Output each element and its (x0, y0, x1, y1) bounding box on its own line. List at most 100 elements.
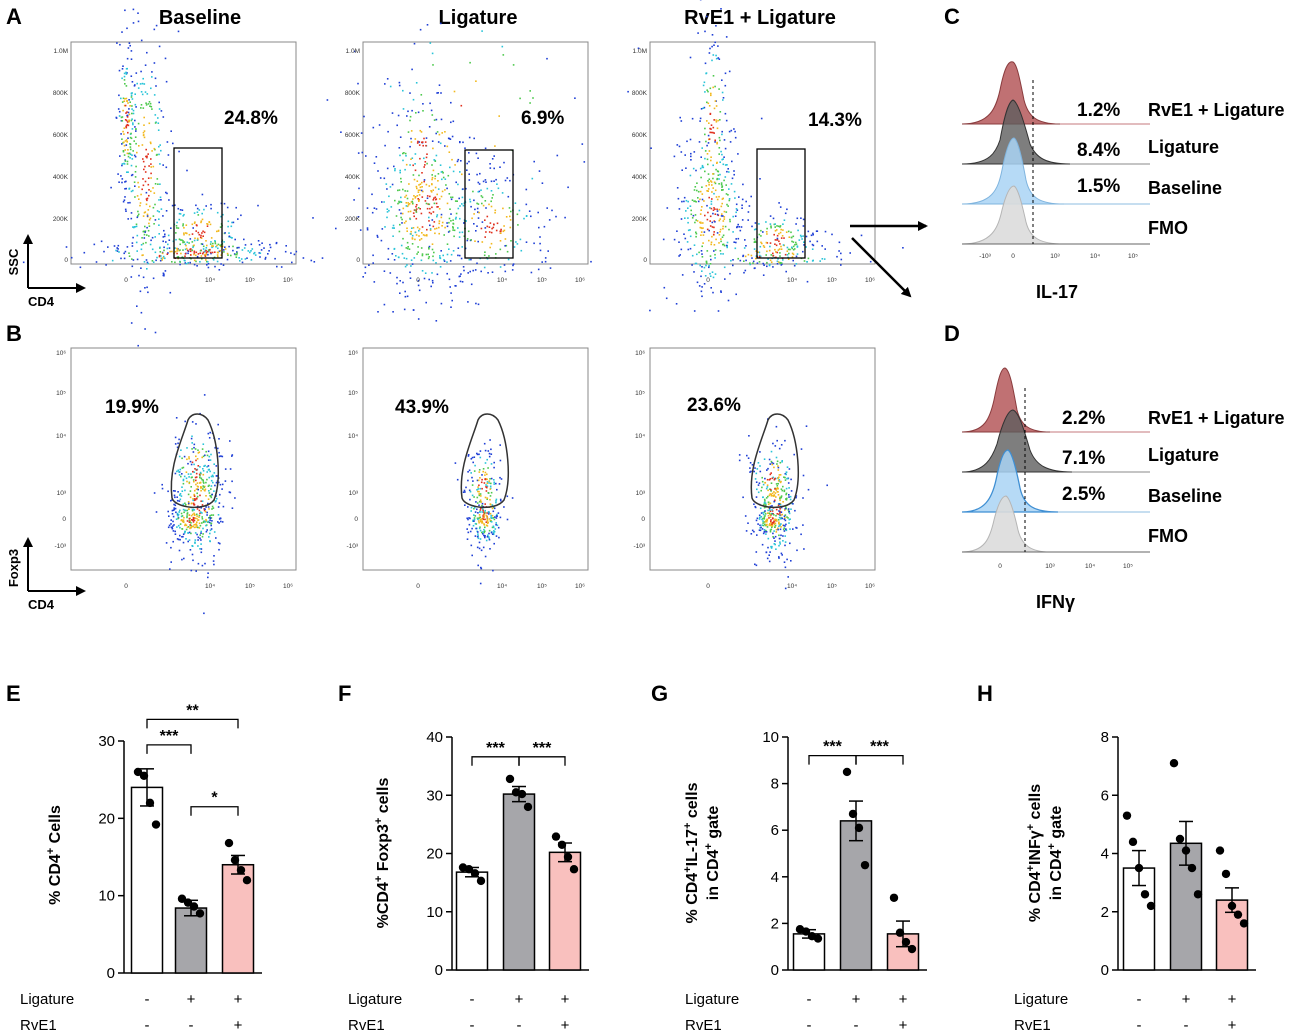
axis-label-ifng: IFNγ (1036, 592, 1075, 612)
data-point-E-1 (177, 894, 187, 903)
hist-d-ligature (961, 409, 1073, 473)
tick-a3-y-4: 200K (632, 216, 648, 223)
tick-ax1-1: 10⁴ (205, 277, 215, 284)
f-r2-c2: + (561, 1017, 570, 1034)
data-point-F-2 (557, 840, 567, 849)
tick-b2-y-4: 0 (354, 516, 358, 523)
ylabel-h: % CD4+INFγ+ cells in CD4+ gate (1025, 784, 1065, 922)
axis-label-cd4-b: CD4 (28, 597, 55, 612)
tick-a3-y-5: 0 (643, 257, 647, 264)
flow-plot-b-rve1 (649, 347, 876, 590)
sig-bracket-F-1 (518, 756, 566, 766)
data-point-H-2 (1221, 869, 1231, 879)
flow-density-b-ligature (454, 439, 514, 585)
tick-bx3-0: 0 (706, 583, 710, 590)
gate-b-rve1 (750, 413, 799, 509)
tick-a2-y-3: 400K (345, 174, 361, 181)
axis-label-foxp3: Foxp3 (6, 549, 21, 587)
g-r2-c2: + (899, 1017, 908, 1034)
tick-b3-y-0: 10⁶ (635, 350, 645, 357)
flow-plot-a-ligature (312, 22, 640, 322)
panel-label-d: D (944, 321, 960, 346)
data-point-E-0 (139, 771, 149, 780)
data-point-G-1 (842, 767, 852, 777)
pct-c-baseline: 1.5% (1077, 176, 1120, 197)
data-point-E-2 (236, 865, 246, 875)
tick-d-3: 10⁵ (1123, 563, 1133, 570)
axis-arrows-b (23, 537, 86, 596)
data-point-H-0 (1122, 811, 1132, 820)
tick-a-y-5: 0 (64, 257, 68, 264)
ylabel-e: % CD4+ Cells (45, 805, 64, 905)
e-r1-c0: - (145, 991, 150, 1008)
axis-label-il17: IL-17 (1036, 282, 1078, 302)
pct-d-ligature: 7.1% (1062, 448, 1105, 469)
h-r2-c2: + (1228, 1017, 1237, 1034)
data-point-H-1 (1193, 890, 1203, 899)
data-point-G-2 (889, 893, 899, 902)
bar-chart-f: 0 10 20 30 40 *** *** (426, 729, 589, 979)
data-point-E-1 (195, 909, 205, 918)
tick-ax3-3: 10⁶ (865, 277, 875, 284)
tick-b1-y-4: 0 (62, 516, 66, 523)
panel-label-c: C (944, 4, 960, 29)
ytick-label-F: 40 (426, 729, 443, 746)
tick-d-2: 10⁴ (1085, 563, 1095, 570)
hist-d-baseline (961, 449, 1059, 513)
pct-b-ligature: 43.9% (395, 397, 449, 418)
bar-F-1 (502, 793, 536, 971)
tick-b2-y-2: 10⁴ (348, 433, 358, 440)
treatment-table-h: Ligature RvE1 - + + - - + (1014, 991, 1237, 1034)
gate-b-ligature (460, 413, 509, 509)
gate-a-ligature (464, 149, 514, 259)
ytick-label-H: 0 (1101, 962, 1109, 979)
g-r1-c2: + (899, 991, 908, 1008)
data-point-H-2 (1233, 910, 1243, 919)
row-label-ligature-g: Ligature (685, 991, 739, 1008)
tick-a-y-1: 800K (53, 90, 69, 97)
ytick-label-G: 8 (771, 776, 779, 793)
tick-bx3-1: 10⁴ (787, 583, 797, 590)
data-point-E-0 (145, 798, 155, 808)
bar-E-2 (221, 863, 255, 974)
data-point-E-2 (224, 838, 234, 848)
tick-b1-y-0: 10⁶ (56, 350, 66, 357)
ticks-a-ligature-y: 1.0M 800K 600K 400K 200K 0 (345, 48, 361, 264)
title-ligature: Ligature (439, 7, 518, 29)
e-r1-c1: + (187, 991, 196, 1008)
tick-ax1-2: 10⁵ (245, 277, 255, 284)
svg-text:% CD4+IL-17+ cells: % CD4+IL-17+ cells (682, 782, 701, 923)
label-c-rve1: RvE1 + Ligature (1148, 100, 1285, 120)
ytick-label-H: 8 (1101, 729, 1109, 746)
sig-label-F-1: *** (533, 740, 552, 757)
panel-label-f: F (338, 681, 351, 706)
panel-label-a: A (6, 4, 22, 29)
tick-ax3-0: 0 (706, 277, 710, 284)
tick-bx3-3: 10⁶ (865, 583, 875, 590)
data-point-F-0 (476, 876, 486, 886)
data-point-H-1 (1169, 759, 1179, 768)
data-point-E-2 (242, 876, 252, 885)
data-point-F-2 (563, 852, 573, 862)
tick-a2-y-4: 200K (345, 216, 361, 223)
bar-F-0 (455, 871, 489, 971)
pct-a-ligature: 6.9% (521, 108, 564, 129)
tick-bx1-3: 10⁶ (283, 583, 293, 590)
tick-ax3-1: 10⁴ (787, 277, 797, 284)
label-d-ligature: Ligature (1148, 445, 1219, 465)
tick-b2-y-0: 10⁶ (348, 350, 358, 357)
data-point-E-1 (183, 898, 193, 907)
h-r2-c0: - (1137, 1017, 1142, 1034)
g-r1-c1: + (852, 991, 861, 1008)
tick-a-y-2: 600K (53, 132, 69, 139)
tick-b3-y-1: 10⁵ (635, 390, 645, 397)
sig-bracket-E-2 (190, 806, 239, 816)
tick-a3-y-0: 1.0M (633, 48, 647, 55)
tick-c-3: 10⁴ (1090, 253, 1100, 260)
ticks-a-x: 0 10⁴ 10⁵ 10⁶ 0 10⁴ 10⁵ 10⁶ 0 10⁴ 10⁵ 10… (124, 277, 875, 284)
tick-b1-y-2: 10⁴ (56, 433, 66, 440)
data-point-G-1 (848, 809, 858, 819)
data-point-H-0 (1140, 890, 1150, 899)
tick-b1-y-5: -10³ (54, 543, 66, 550)
pct-d-baseline: 2.5% (1062, 484, 1105, 505)
